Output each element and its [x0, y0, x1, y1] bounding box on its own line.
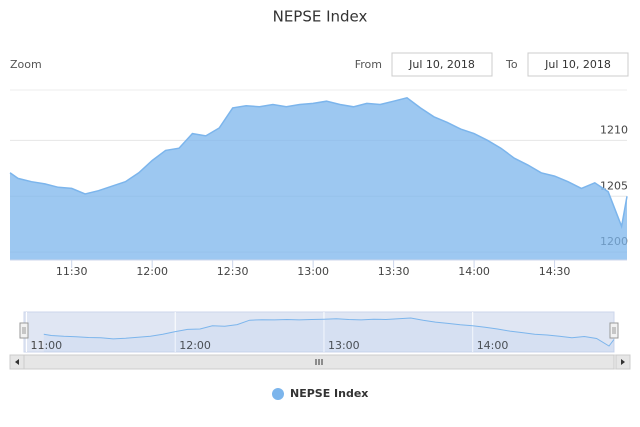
y-tick-label: 1210: [600, 123, 628, 136]
to-input[interactable]: [527, 52, 629, 77]
x-tick-label: 12:00: [136, 265, 168, 278]
area: [10, 97, 627, 260]
x-tick-label: 13:00: [297, 265, 329, 278]
x-tick-label: 12:30: [217, 265, 249, 278]
zoom-label: Zoom: [10, 58, 42, 71]
left-arrow: [15, 359, 19, 365]
navigator-handle[interactable]: [609, 322, 619, 339]
navigator-line: [43, 317, 615, 347]
navigator-tick-label: 11:00: [30, 339, 62, 352]
navigator-tick-label: 12:00: [179, 339, 211, 352]
navigator-handle[interactable]: [19, 322, 29, 339]
navigator-area: [43, 318, 615, 352]
x-tick-label: 11:30: [56, 265, 88, 278]
chart-title: NEPSE Index: [273, 8, 368, 26]
to-date[interactable]: Jul 10, 2018: [544, 58, 611, 71]
right-arrow: [621, 359, 625, 365]
x-tick-label: 14:00: [458, 265, 490, 278]
navigator-tick-label: 14:00: [477, 339, 509, 352]
y-tick-label: 1205: [600, 179, 628, 192]
from-input[interactable]: [391, 52, 493, 77]
line: [9, 96, 628, 230]
handle-grip: [22, 327, 26, 334]
from-date[interactable]: Jul 10, 2018: [408, 58, 475, 71]
x-tick-label: 14:30: [539, 265, 571, 278]
scrollbar-grip: [315, 359, 323, 365]
to-label: To: [505, 58, 518, 71]
legend-marker: [272, 388, 284, 400]
x-tick-label: 13:30: [378, 265, 410, 278]
handle-grip: [612, 327, 616, 334]
navigator-tick-label: 13:00: [328, 339, 360, 352]
legend-label[interactable]: NEPSE Index: [290, 387, 368, 400]
from-label: From: [355, 58, 382, 71]
